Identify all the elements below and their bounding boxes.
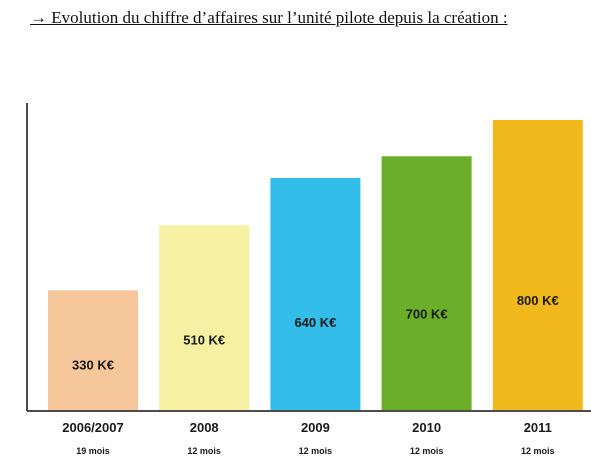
category-label-2: 2008 <box>190 420 219 435</box>
bar-value-label-5: 800 K€ <box>517 293 559 308</box>
category-label-4: 2010 <box>412 420 441 435</box>
bar-4 <box>381 156 472 410</box>
bar-5 <box>492 120 583 410</box>
bar-value-label-2: 510 K€ <box>183 333 225 348</box>
category-sublabel-1: 19 mois <box>76 446 110 456</box>
category-label-3: 2009 <box>301 420 330 435</box>
bar-value-label-3: 640 K€ <box>294 315 336 330</box>
bar-1 <box>48 290 138 410</box>
category-sublabel-4: 12 mois <box>410 446 444 456</box>
category-sublabel-2: 12 mois <box>187 446 221 456</box>
chart-title: → Evolution du chiffre d’affaires sur l’… <box>30 8 508 27</box>
category-label-1: 2006/2007 <box>62 420 123 435</box>
category-sublabel-3: 12 mois <box>299 446 333 456</box>
bars-group: 330 K€ 2006/2007 19 mois 510 K€ 2008 12 mois 6… <box>48 120 583 456</box>
bar-value-label-4: 700 K€ <box>406 307 448 322</box>
bar-2 <box>159 225 250 410</box>
category-label-5: 2011 <box>524 420 552 435</box>
category-sublabel-5: 12 mois <box>521 446 555 456</box>
bar-value-label-1: 330 K€ <box>72 358 114 373</box>
bar-3 <box>270 178 361 410</box>
